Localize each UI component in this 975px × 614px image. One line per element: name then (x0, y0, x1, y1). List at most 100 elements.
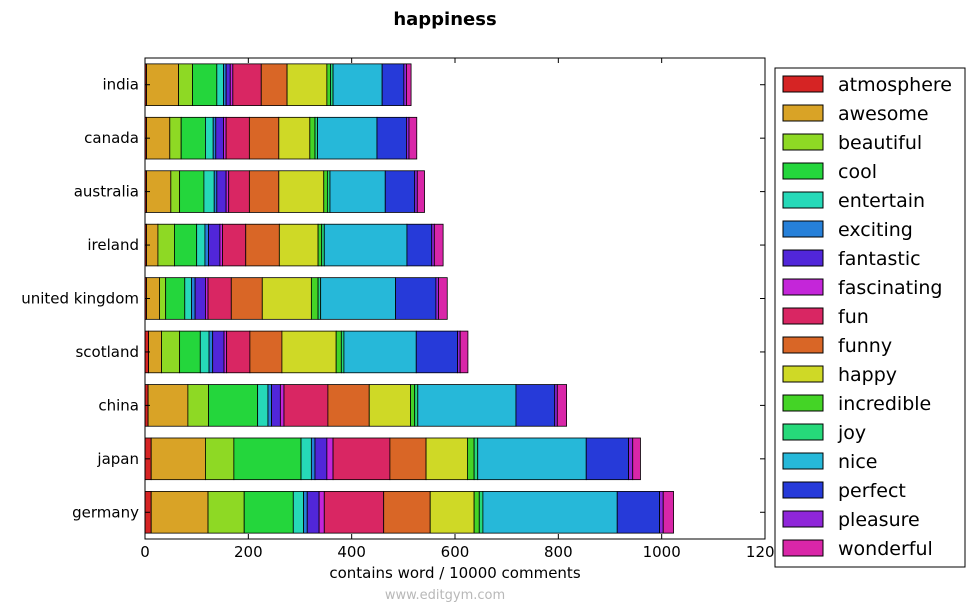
bar-china-exciting (267, 384, 272, 427)
y-tick-label: ireland (87, 236, 139, 254)
legend-label-funny: funny (838, 335, 892, 357)
bar-china-incredible (410, 384, 416, 427)
bar-scotland-funny (249, 330, 283, 374)
bar-scotland-entertain (199, 330, 210, 374)
bar-india-fun (232, 63, 262, 106)
chart-title: happiness (393, 9, 496, 30)
legend-swatch-atmosphere (782, 75, 824, 93)
bar-china-entertain (257, 384, 269, 427)
bar-canada-beautiful (169, 116, 182, 160)
bar-china-fascinating (279, 384, 285, 427)
bar-germany-wonderful (662, 491, 674, 534)
bar-canada-happy (278, 116, 311, 160)
legend-label-atmosphere: atmosphere (838, 74, 952, 96)
bar-united-kingdom-incredible (310, 277, 319, 320)
bar-canada-perfect (376, 116, 407, 160)
legend-label-beautiful: beautiful (838, 132, 922, 154)
legend-swatch-funny (782, 336, 824, 354)
y-tick-label: japan (96, 450, 139, 468)
bar-australia-happy (278, 170, 325, 213)
legend-label-nice: nice (838, 451, 877, 473)
bar-ireland-cool (174, 223, 198, 267)
bar-germany-fascinating (318, 491, 325, 534)
legend-label-perfect: perfect (838, 480, 906, 502)
bar-india-beautiful (178, 63, 193, 106)
legend-label-fascinating: fascinating (838, 277, 942, 299)
legend-swatch-fascinating (782, 278, 824, 296)
bar-ireland-nice (323, 223, 408, 267)
bar-india-awesome (146, 63, 179, 106)
legend-swatch-fantastic (782, 249, 824, 267)
bar-japan-funny (389, 437, 427, 481)
bar-japan-fascinating (326, 437, 334, 481)
bar-china-awesome (147, 384, 189, 427)
bar-china-wonderful (556, 384, 567, 427)
bar-japan-perfect (585, 437, 630, 481)
bar-china-funny (327, 384, 370, 427)
bar-india-entertain (216, 63, 224, 106)
bar-india-funny (260, 63, 288, 106)
bar-india-incredible (326, 63, 331, 106)
bar-scotland-awesome (148, 330, 162, 374)
bar-ireland-entertain (196, 223, 206, 267)
bar-ireland-fantastic (208, 223, 221, 267)
legend-label-awesome: awesome (838, 103, 929, 125)
bar-scotland-happy (281, 330, 337, 374)
bar-canada-fantastic (215, 116, 224, 160)
legend-swatch-wonderful (782, 539, 824, 557)
legend-label-incredible: incredible (838, 393, 931, 415)
bar-germany-fun (323, 491, 385, 534)
y-tick-label: china (98, 396, 139, 414)
bar-australia-nice (329, 170, 386, 213)
legend-swatch-awesome (782, 104, 824, 122)
bar-scotland-fantastic (212, 330, 225, 374)
bar-canada-funny (248, 116, 280, 160)
x-axis: 0 200 400 600 800 1000 1200 (140, 58, 784, 561)
bar-germany-fantastic (306, 491, 320, 534)
bar-canada-incredible (309, 116, 316, 160)
bar-japan-joy (473, 437, 479, 481)
legend-label-wonderful: wonderful (838, 538, 933, 560)
bar-australia-entertain (203, 170, 215, 213)
bar-germany-joy (478, 491, 484, 534)
bar-scotland-wonderful (459, 330, 469, 374)
y-tick-label: canada (84, 129, 139, 147)
bar-canada-nice (317, 116, 378, 160)
bar-germany-nice (482, 491, 618, 534)
bar-china-happy (368, 384, 411, 427)
bar-china-perfect (515, 384, 556, 427)
legend-label-fantastic: fantastic (838, 248, 921, 270)
legend-label-cool: cool (838, 161, 877, 183)
bar-ireland-perfect (406, 223, 433, 267)
bar-canada-cool (180, 116, 206, 160)
bar-scotland-cool (179, 330, 201, 374)
bar-ireland-exciting (204, 223, 209, 267)
legend-swatch-entertain (782, 191, 824, 209)
bar-japan-fun (332, 437, 391, 481)
legend-label-pleasure: pleasure (838, 509, 920, 531)
bar-united-kingdom-fun (207, 277, 232, 320)
bar-australia-funny (248, 170, 280, 213)
legend-swatch-beautiful (782, 133, 824, 151)
x-tick-label: 600 (441, 543, 470, 561)
bar-ireland-wonderful (433, 223, 444, 267)
bar-scotland-perfect (415, 330, 458, 374)
bar-australia-fun (228, 170, 250, 213)
bar-ireland-beautiful (157, 223, 175, 267)
bar-scotland-incredible (335, 330, 342, 374)
bar-australia-wonderful (416, 170, 425, 213)
y-axis: india canada australia ireland united kingdo… (21, 76, 765, 521)
x-axis-label: contains word / 10000 comments (329, 564, 580, 582)
x-tick-label: 200 (234, 543, 263, 561)
x-tick-label: 400 (337, 543, 366, 561)
legend-swatch-incredible (782, 394, 824, 412)
bar-germany-awesome (150, 491, 209, 534)
legend-label-happy: happy (838, 364, 897, 386)
bar-china-nice (417, 384, 517, 427)
bar-united-kingdom-happy (261, 277, 312, 320)
bar-china-beautiful (187, 384, 209, 427)
bar-australia-beautiful (170, 170, 181, 213)
bar-india-fantastic (225, 63, 231, 106)
bar-ireland-funny (245, 223, 280, 267)
